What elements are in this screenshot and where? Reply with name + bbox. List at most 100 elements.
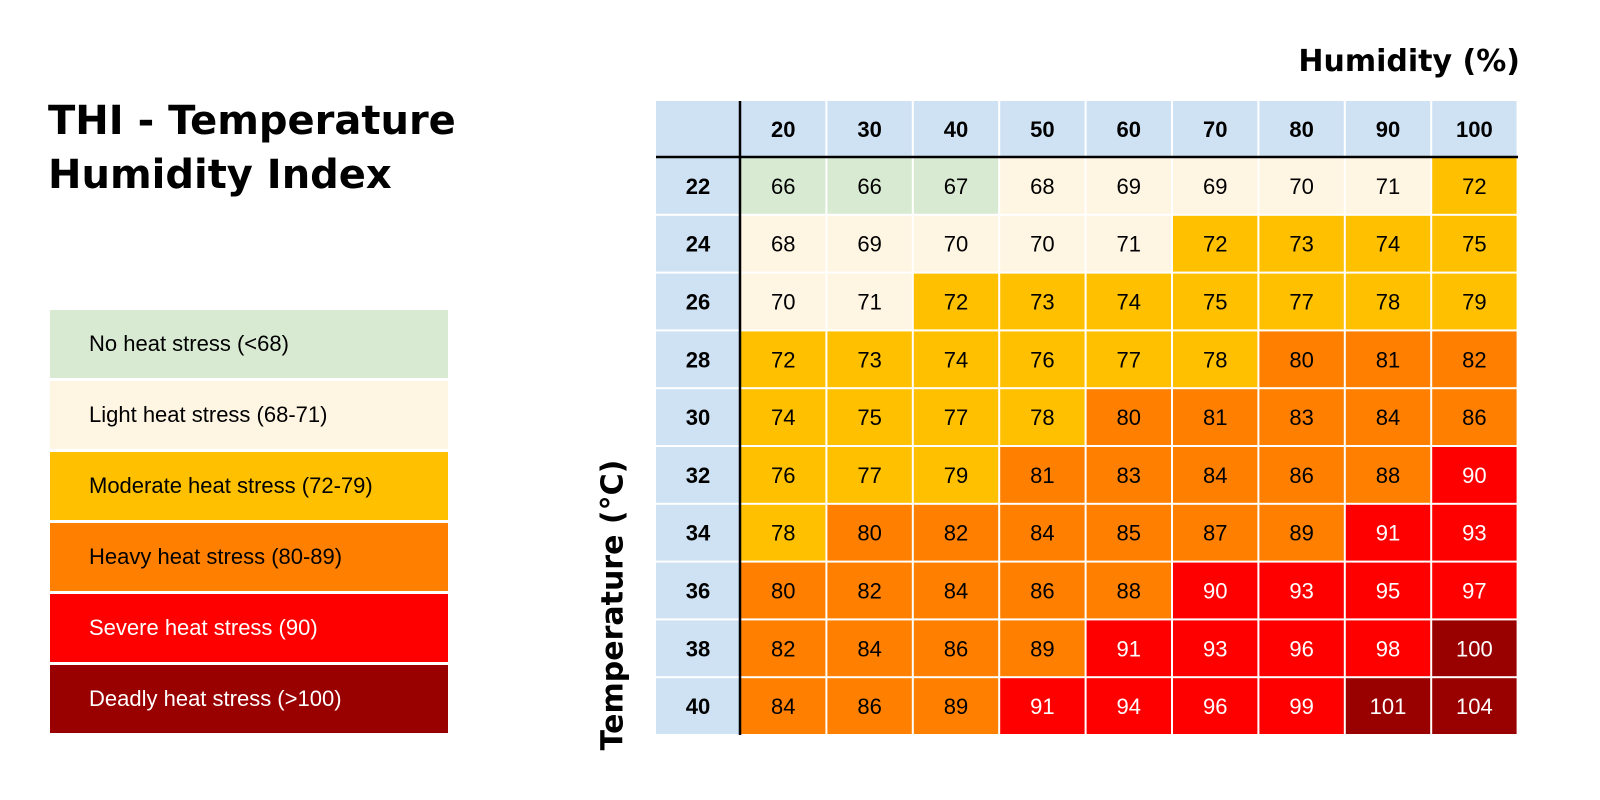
- heatmap-cell: [1173, 331, 1258, 388]
- heatmap-cell: [913, 158, 999, 214]
- row-header-cell: [656, 678, 739, 734]
- cell-value-label: 84: [944, 579, 968, 604]
- heatmap-cell: [1259, 504, 1344, 561]
- heatmap-cell: [827, 215, 912, 272]
- cell-value-label: 70: [944, 232, 968, 257]
- y-tick-label: 28: [686, 347, 710, 372]
- heatmap-cell: [1086, 158, 1171, 214]
- heatmap-cell: [1345, 158, 1431, 214]
- legend-item: Moderate heat stress (72-79): [50, 452, 448, 520]
- cell-value-label: 71: [857, 290, 881, 315]
- cell-value-label: 78: [1030, 405, 1054, 430]
- cell-value-label: 91: [1117, 636, 1141, 661]
- column-header-cell: [1000, 101, 1085, 156]
- cell-value-label: 86: [1030, 579, 1054, 604]
- column-header-cell: [1345, 101, 1431, 156]
- cell-value-label: 95: [1376, 579, 1400, 604]
- heatmap-cell: [741, 504, 826, 561]
- cell-value-label: 99: [1289, 694, 1313, 719]
- cell-value-label: 89: [1289, 521, 1313, 546]
- heatmap-cell: [913, 678, 999, 734]
- cell-value-label: 78: [771, 521, 795, 546]
- legend-item: Deadly heat stress (>100): [50, 665, 448, 733]
- cell-value-label: 82: [771, 636, 795, 661]
- heatmap-cell: [1432, 620, 1517, 677]
- heatmap-cell: [827, 504, 912, 561]
- heatmap-cell: [1345, 620, 1431, 677]
- x-tick-label: 80: [1289, 117, 1313, 142]
- heatmap-cell: [1432, 678, 1517, 734]
- heatmap-cell: [1345, 273, 1431, 330]
- heatmap-cell: [1086, 215, 1171, 272]
- cell-value-label: 81: [1030, 463, 1054, 488]
- y-tick-label: 32: [686, 463, 710, 488]
- heatmap-cell: [741, 273, 826, 330]
- cell-value-label: 79: [1462, 290, 1486, 315]
- heatmap-cell: [1000, 504, 1085, 561]
- column-header-cell: [827, 101, 912, 156]
- heatmap-cell: [1259, 562, 1344, 619]
- x-axis-title: Humidity (%): [1298, 44, 1520, 79]
- cell-value-label: 77: [857, 463, 881, 488]
- column-header-cell: [1086, 101, 1171, 156]
- row-header-cell: [656, 158, 739, 214]
- heatmap-cell: [1000, 678, 1085, 734]
- heatmap-cell: [1173, 158, 1258, 214]
- cell-value-label: 78: [1376, 290, 1400, 315]
- heatmap-cell: [1259, 215, 1344, 272]
- heatmap-cell: [1173, 447, 1258, 503]
- heatmap-cell: [1259, 273, 1344, 330]
- cell-value-label: 104: [1456, 694, 1493, 719]
- heatmap-cell: [1432, 331, 1517, 388]
- heatmap-cell: [1345, 447, 1431, 503]
- cell-value-label: 81: [1376, 347, 1400, 372]
- heatmap-cell: [741, 447, 826, 503]
- cell-value-label: 70: [1289, 174, 1313, 199]
- heatmap-cell: [1259, 447, 1344, 503]
- heatmap-cell: [1259, 158, 1344, 214]
- heatmap-cell: [1000, 215, 1085, 272]
- heatmap-cell: [827, 678, 912, 734]
- heatmap-cell: [1432, 504, 1517, 561]
- cell-value-label: 93: [1203, 636, 1227, 661]
- cell-value-label: 80: [1117, 405, 1141, 430]
- cell-value-label: 89: [1030, 636, 1054, 661]
- cell-value-label: 101: [1370, 694, 1407, 719]
- cell-value-label: 90: [1462, 463, 1486, 488]
- heatmap-cell: [741, 215, 826, 272]
- heatmap-cell: [1432, 562, 1517, 619]
- heatmap-cell: [741, 158, 826, 214]
- heatmap-cell: [741, 620, 826, 677]
- cell-value-label: 82: [857, 579, 881, 604]
- heatmap-cell: [741, 389, 826, 445]
- heatmap-cell: [1000, 331, 1085, 388]
- cell-value-label: 93: [1462, 521, 1486, 546]
- x-tick-label: 30: [857, 117, 881, 142]
- x-tick-label: 70: [1203, 117, 1227, 142]
- heatmap-cell: [827, 273, 912, 330]
- cell-value-label: 72: [771, 347, 795, 372]
- legend: No heat stress (<68) Light heat stress (6…: [50, 310, 448, 736]
- column-header-cell: [913, 101, 999, 156]
- heatmap-cell: [1345, 678, 1431, 734]
- cell-value-label: 80: [1289, 347, 1313, 372]
- heatmap-cell: [741, 562, 826, 619]
- cell-value-label: 76: [1030, 347, 1054, 372]
- cell-value-label: 83: [1117, 463, 1141, 488]
- cell-value-label: 72: [1462, 174, 1486, 199]
- cell-value-label: 89: [944, 694, 968, 719]
- cell-value-label: 66: [771, 174, 795, 199]
- heatmap-cell: [1086, 678, 1171, 734]
- y-tick-label: 36: [686, 579, 710, 604]
- row-header-cell: [656, 273, 739, 330]
- heatmap-cell: [1000, 620, 1085, 677]
- heatmap-cell: [913, 215, 999, 272]
- cell-value-label: 83: [1289, 405, 1313, 430]
- heatmap-cell: [1086, 273, 1171, 330]
- cell-value-label: 86: [1462, 405, 1486, 430]
- heatmap-cell: [1173, 562, 1258, 619]
- heatmap-cell: [1086, 331, 1171, 388]
- heatmap-cell: [1000, 273, 1085, 330]
- x-tick-label: 50: [1030, 117, 1054, 142]
- heatmap-cell: [1173, 678, 1258, 734]
